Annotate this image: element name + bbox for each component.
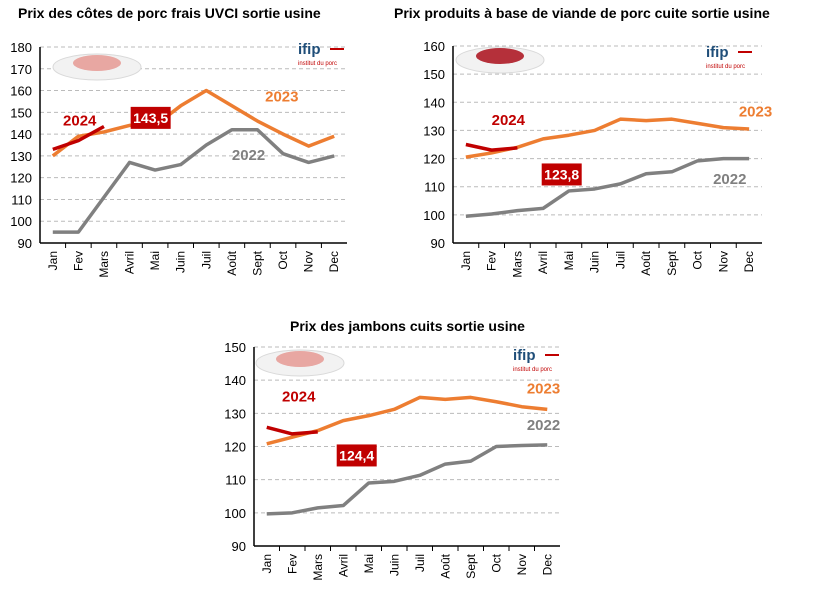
- series-line-2022: [465, 156, 750, 219]
- logo-tagline: institut du porc: [706, 64, 745, 70]
- value-box: [130, 106, 171, 129]
- y-tick-label: 100: [224, 506, 246, 521]
- x-tick-label: Dec: [327, 251, 341, 272]
- ifip-logo: ifip: [298, 41, 321, 58]
- y-tick-label: 110: [225, 473, 246, 488]
- x-tick-label: Oct: [276, 250, 290, 269]
- meat-image: [476, 48, 524, 64]
- x-tick-label: Août: [225, 250, 239, 275]
- series-label-2022: 2022: [232, 147, 265, 164]
- x-tick-label: Août: [639, 250, 653, 275]
- x-tick-label: Sept: [464, 553, 478, 578]
- y-tick-label: 90: [431, 236, 445, 251]
- x-tick-label: Sept: [250, 250, 264, 275]
- value-box-label: 124,4: [339, 447, 374, 463]
- x-tick-label: Juil: [613, 251, 627, 269]
- x-tick-label: Avril: [336, 554, 350, 577]
- y-tick-label: 100: [10, 214, 32, 229]
- y-tick-label: 160: [10, 84, 32, 99]
- series-label-2023: 2023: [739, 103, 772, 120]
- x-tick-label: Mai: [562, 251, 576, 270]
- chart-3-title: Prix des jambons cuits sortie usine: [290, 318, 525, 334]
- x-tick-label: Juil: [413, 554, 427, 572]
- x-tick-label: Avril: [536, 251, 550, 274]
- x-tick-label: Fev: [485, 251, 499, 271]
- x-tick-label: Nov: [515, 554, 529, 575]
- x-tick-label: Mars: [97, 251, 111, 278]
- series-line-2024: [465, 142, 518, 152]
- series-label-2024: 2024: [492, 112, 526, 129]
- x-tick-label: Nov: [716, 251, 730, 272]
- series-label-2023: 2023: [265, 88, 298, 105]
- y-tick-label: 160: [423, 39, 445, 54]
- chart-2-title: Prix produits à base de viande de porc c…: [394, 5, 770, 21]
- series-line-2022: [266, 443, 548, 516]
- x-tick-label: Jan: [459, 251, 473, 270]
- series-line-2024: [266, 425, 318, 436]
- chart-3: 90 100 110 120 130 140 150 Jan Fev Mars Avril Mai Ju…: [224, 340, 560, 581]
- x-tick-label: Juin: [387, 554, 401, 576]
- y-tick-label: 130: [423, 123, 445, 138]
- x-tick-label: Oct: [691, 250, 705, 269]
- y-tick-label: 180: [10, 40, 32, 55]
- logo-tagline: institut du porc: [513, 367, 552, 373]
- y-tick-label: 90: [18, 236, 32, 251]
- value-box-label: 123,8: [544, 166, 579, 182]
- x-tick-label: Sept: [665, 250, 679, 275]
- y-tick-label: 130: [224, 406, 246, 421]
- x-tick-label: Jan: [260, 554, 274, 573]
- x-tick-label: Oct: [489, 553, 503, 572]
- y-tick-label: 100: [423, 208, 445, 223]
- series-line-2022: [52, 128, 335, 234]
- y-tick-label: 140: [10, 127, 32, 142]
- series-label-2023: 2023: [527, 380, 560, 397]
- meat-image: [276, 351, 324, 367]
- x-tick-label: Juil: [199, 251, 213, 269]
- value-box: [541, 163, 582, 186]
- y-tick-label: 150: [10, 105, 32, 120]
- x-tick-label: Mai: [362, 554, 376, 573]
- y-tick-label: 120: [423, 152, 445, 167]
- series-line-2023: [51, 88, 335, 158]
- y-tick-label: 120: [224, 440, 246, 455]
- y-tick-label: 110: [11, 192, 32, 207]
- y-tick-label: 170: [10, 62, 32, 77]
- meat-image: [73, 55, 121, 71]
- ifip-logo: ifip: [513, 347, 536, 364]
- x-tick-label: Fev: [285, 554, 299, 574]
- y-tick-label: 90: [232, 539, 246, 554]
- y-tick-label: 150: [423, 67, 445, 82]
- x-tick-label: Mai: [148, 251, 162, 270]
- x-tick-label: Jan: [46, 251, 60, 270]
- y-tick-label: 110: [424, 180, 445, 195]
- x-tick-label: Juin: [174, 251, 188, 273]
- y-tick-label: 120: [10, 171, 32, 186]
- y-tick-label: 140: [423, 95, 445, 110]
- chart-2: 90 100 110 120 130 140 150 160 Jan Fev Mars Avril Ma…: [423, 39, 772, 278]
- value-box: [336, 444, 377, 467]
- logo-tagline: institut du porc: [298, 61, 337, 67]
- series-label-2024: 2024: [63, 112, 97, 129]
- x-tick-label: Nov: [302, 251, 316, 272]
- x-tick-label: Dec: [540, 554, 554, 575]
- x-tick-label: Août: [438, 553, 452, 578]
- value-box-label: 143,5: [133, 110, 168, 126]
- x-tick-label: Avril: [123, 251, 137, 274]
- x-tick-label: Fev: [71, 251, 85, 271]
- x-tick-label: Dec: [742, 251, 756, 272]
- series-label-2022: 2022: [527, 417, 560, 434]
- x-tick-label: Juin: [588, 251, 602, 273]
- x-tick-label: Mars: [510, 251, 524, 278]
- ifip-logo: ifip: [706, 44, 729, 61]
- series-label-2024: 2024: [282, 389, 316, 406]
- x-tick-label: Mars: [311, 554, 325, 581]
- y-tick-label: 150: [224, 340, 246, 355]
- y-tick-label: 130: [10, 149, 32, 164]
- chart-1-title: Prix des côtes de porc frais UVCI sortie…: [18, 5, 321, 21]
- y-tick-label: 140: [224, 373, 246, 388]
- chart-1: 90 100 110 120 130 140 150 160 170 180 Jan Fev Mars A…: [10, 40, 347, 278]
- series-label-2022: 2022: [713, 171, 746, 188]
- series-line-2024: [52, 124, 105, 152]
